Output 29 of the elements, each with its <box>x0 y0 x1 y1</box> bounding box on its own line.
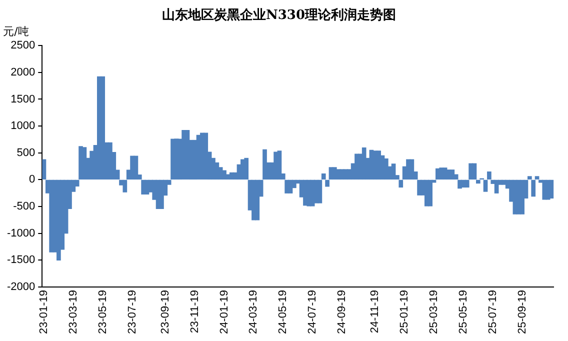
x-tick-label: 24-03-19 <box>248 290 260 334</box>
y-tick-label: 1500 <box>10 93 36 106</box>
x-tick-label: 23-09-19 <box>159 290 172 334</box>
y-tick-label: 2500 <box>10 40 36 52</box>
chart-title: 山东地区炭黑企业N330理论利润走势图 <box>162 7 396 24</box>
x-tick-label: 25-01-19 <box>398 290 411 334</box>
x-tick-label: 24-01-19 <box>218 290 230 334</box>
x-tick-label: 25-05-19 <box>457 290 470 334</box>
y-tick-label: -500 <box>13 200 36 213</box>
x-tick-label: 24-09-19 <box>336 290 348 334</box>
x-tick-label: 25-07-19 <box>486 290 499 334</box>
x-tick-label: 23-05-19 <box>96 290 109 334</box>
y-axis-title: 元/吨 <box>3 24 29 38</box>
x-tick-label: 23-03-19 <box>67 290 80 334</box>
y-tick-label: -1500 <box>6 254 36 266</box>
x-tick-label: 24-11-19 <box>369 290 382 334</box>
x-tick-label: 23-07-19 <box>126 290 138 334</box>
x-tick-label: 25-09-19 <box>516 290 528 334</box>
x-tick-label: 25-03-19 <box>428 290 440 334</box>
y-tick-label: 1000 <box>10 120 36 132</box>
y-tick-label: 2000 <box>10 66 36 78</box>
y-tick-label: 500 <box>16 146 36 159</box>
y-tick-label: 0 <box>29 174 36 186</box>
x-tick-label: 24-07-19 <box>306 290 319 334</box>
y-tick-label: -1000 <box>6 227 36 240</box>
x-tick-label: 23-01-19 <box>38 290 50 334</box>
y-tick-label: -2000 <box>6 281 36 293</box>
x-tick-label: 24-05-19 <box>277 290 290 334</box>
x-tick-label: 23-11-19 <box>188 290 201 334</box>
